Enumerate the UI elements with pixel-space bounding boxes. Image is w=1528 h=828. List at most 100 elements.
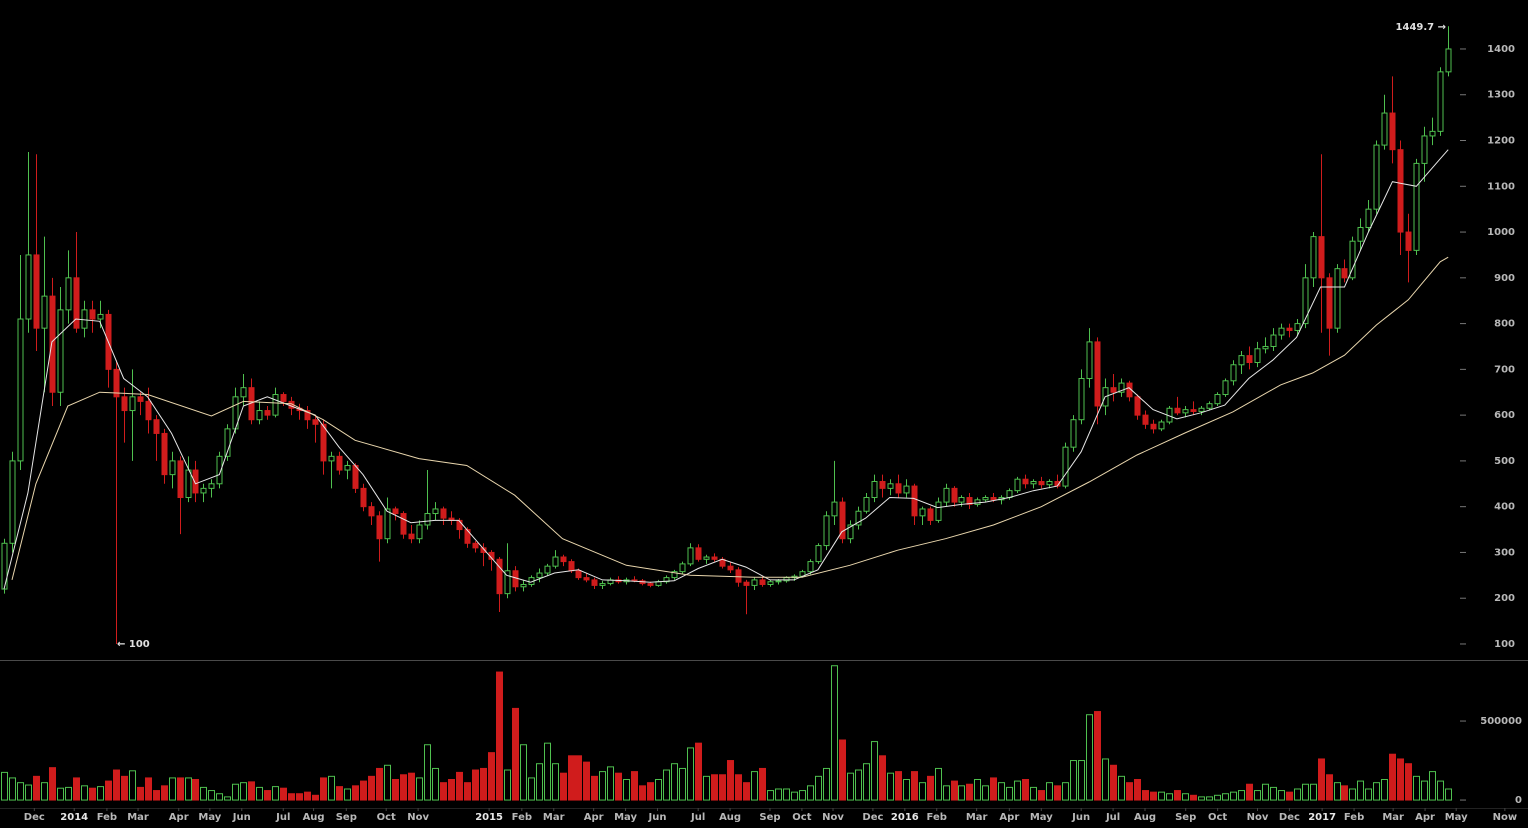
volume-bar (943, 785, 950, 801)
volume-bar (73, 777, 80, 801)
volume-bar (1030, 786, 1037, 801)
candle-body (1413, 162, 1420, 251)
volume-bar (966, 783, 973, 801)
candle-body (464, 529, 471, 544)
volume-bar (368, 775, 375, 801)
candle-body (1030, 480, 1037, 485)
volume-bar (1246, 783, 1253, 801)
volume-bar (536, 763, 543, 801)
candle-body (1014, 478, 1021, 492)
candle-body (129, 396, 136, 412)
candle-body (1389, 112, 1396, 151)
y-tick-label: 600 (1494, 410, 1515, 421)
candle-body (1142, 414, 1149, 425)
candle-body (384, 508, 391, 540)
volume-bar (1126, 782, 1133, 801)
x-tick-label: Sep (1175, 812, 1196, 823)
volume-bar (990, 777, 997, 801)
candle-body (121, 396, 128, 412)
candle-body (336, 455, 343, 471)
candle-body (1070, 419, 1077, 448)
candle-body (775, 580, 782, 583)
candle-body (480, 547, 487, 553)
volume-bar (775, 788, 782, 801)
volume-bar (408, 772, 415, 801)
candle-body (544, 565, 551, 574)
volume-bar (703, 775, 710, 801)
volume-bar (57, 787, 64, 801)
volume-bar (33, 775, 40, 801)
volume-bar (416, 777, 423, 801)
volume-bar (1341, 785, 1348, 801)
y-tick-label: 500000 (1480, 716, 1522, 727)
volume-bar (1389, 753, 1396, 801)
candle-body (496, 558, 503, 595)
x-tick-label: 2017 (1308, 812, 1336, 823)
volume-bar (599, 771, 606, 801)
volume-bar (264, 790, 271, 801)
volume-bar (1397, 758, 1404, 801)
volume-bar (1429, 771, 1436, 801)
volume-bar (384, 764, 391, 801)
candle-body (145, 400, 152, 421)
candle-body (1062, 446, 1069, 487)
volume-bar (783, 788, 790, 801)
x-tick-label: Sep (759, 812, 780, 823)
volume-bar (1054, 785, 1061, 801)
volume-bar (352, 785, 359, 801)
volume-bar (687, 747, 694, 801)
volume-bar (41, 782, 48, 801)
candle-body (863, 497, 870, 512)
candle-body (560, 556, 567, 563)
volume-bar (727, 760, 734, 801)
candle-body (1246, 355, 1253, 363)
candle-body (935, 501, 942, 521)
candle-body (1421, 135, 1428, 164)
volume-bar (1302, 783, 1309, 801)
candle-body (847, 524, 854, 540)
annotation: ← 100 (117, 639, 150, 650)
candle-body (1206, 403, 1213, 409)
volume-bar (145, 777, 152, 801)
x-tick-label: 2014 (60, 812, 88, 823)
volume-bar (1326, 774, 1333, 801)
candle-body (520, 583, 527, 588)
candle-body (272, 394, 279, 416)
volume-bar (440, 782, 447, 801)
candle-body (9, 460, 16, 544)
x-tick-label: Feb (927, 812, 947, 823)
candle-body (185, 469, 192, 499)
volume-bar (1086, 714, 1093, 801)
volume-bar (751, 771, 758, 801)
x-tick-label: Apr (1415, 812, 1435, 823)
candle-body (57, 309, 64, 393)
volume-bar (89, 787, 96, 801)
y-tick-label: 1000 (1487, 227, 1515, 238)
candle-body (1150, 423, 1157, 430)
moving-average-line (3, 149, 1449, 590)
candle-body (41, 295, 48, 329)
x-tick-label: Apr (584, 812, 604, 823)
x-tick-label: Oct (1208, 812, 1227, 823)
volume-bar (560, 772, 567, 801)
volume-bar (1278, 790, 1285, 801)
candle-body (1286, 327, 1293, 331)
volume-bar (1, 771, 8, 801)
candle-body (1326, 277, 1333, 329)
candle-body (1278, 327, 1285, 336)
candle-body (951, 487, 958, 503)
candle-body (1254, 348, 1261, 363)
x-tick-label: Dec (862, 812, 883, 823)
volume-bar (113, 769, 120, 801)
candle-body (89, 309, 96, 320)
volume-bar (1421, 780, 1428, 801)
candle-body (1094, 341, 1101, 407)
candle-body (432, 508, 439, 515)
y-tick-label: 700 (1494, 364, 1515, 375)
volume-bar (1310, 783, 1317, 801)
volume-bar (871, 741, 878, 801)
candle-body (177, 460, 184, 499)
volume-bar (767, 790, 774, 801)
candle-body (137, 396, 144, 402)
y-tick-label: 1200 (1487, 136, 1515, 147)
